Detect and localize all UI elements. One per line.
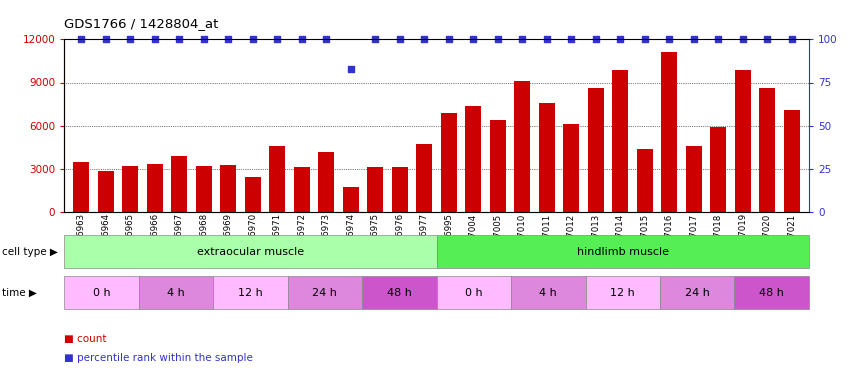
Bar	[270, 147, 285, 212]
Text: ■ count: ■ count	[64, 334, 107, 344]
Point	[540, 36, 554, 42]
Bar	[196, 166, 211, 212]
Bar	[563, 124, 580, 212]
Point	[197, 36, 211, 42]
Point	[491, 36, 505, 42]
Point	[589, 36, 603, 42]
Bar	[416, 144, 432, 212]
Bar	[74, 162, 89, 212]
Bar	[147, 164, 163, 212]
Bar	[367, 167, 383, 212]
Point	[785, 36, 799, 42]
Point	[344, 66, 358, 72]
Text: 4 h: 4 h	[167, 288, 185, 298]
Text: ■ percentile rank within the sample: ■ percentile rank within the sample	[64, 353, 253, 363]
Point	[638, 36, 651, 42]
Bar	[784, 110, 800, 212]
Point	[515, 36, 529, 42]
Point	[270, 36, 284, 42]
Point	[368, 36, 382, 42]
Bar	[318, 152, 335, 212]
Point	[173, 36, 187, 42]
Text: time ▶: time ▶	[2, 288, 37, 298]
Bar	[734, 70, 751, 212]
Point	[246, 36, 259, 42]
Text: 48 h: 48 h	[759, 288, 784, 298]
Point	[123, 36, 137, 42]
Text: 0 h: 0 h	[465, 288, 483, 298]
Point	[760, 36, 774, 42]
Point	[393, 36, 407, 42]
Bar	[686, 146, 702, 212]
Point	[148, 36, 162, 42]
Bar	[759, 88, 776, 212]
Text: cell type ▶: cell type ▶	[2, 247, 57, 256]
Text: GDS1766 / 1428804_at: GDS1766 / 1428804_at	[64, 17, 218, 30]
Bar	[171, 156, 187, 212]
Text: 24 h: 24 h	[312, 288, 337, 298]
Point	[711, 36, 725, 42]
Point	[687, 36, 700, 42]
Point	[663, 36, 676, 42]
Point	[319, 36, 333, 42]
Bar	[588, 88, 603, 212]
Text: hindlimb muscle: hindlimb muscle	[577, 247, 669, 256]
Bar	[514, 81, 530, 212]
Bar	[637, 148, 653, 212]
Bar	[441, 112, 457, 212]
Point	[442, 36, 455, 42]
Bar	[98, 171, 114, 212]
Text: 12 h: 12 h	[610, 288, 635, 298]
Bar	[343, 187, 359, 212]
Bar	[662, 53, 677, 212]
Text: extraocular muscle: extraocular muscle	[197, 247, 304, 256]
Bar	[220, 165, 236, 212]
Bar	[122, 166, 139, 212]
Text: 24 h: 24 h	[685, 288, 710, 298]
Point	[99, 36, 113, 42]
Point	[736, 36, 750, 42]
Bar	[490, 120, 506, 212]
Bar	[245, 177, 261, 212]
Bar	[294, 167, 310, 212]
Point	[74, 36, 88, 42]
Bar	[466, 105, 481, 212]
Bar	[710, 127, 726, 212]
Bar	[392, 167, 407, 212]
Point	[564, 36, 578, 42]
Text: 48 h: 48 h	[387, 288, 412, 298]
Text: 0 h: 0 h	[92, 288, 110, 298]
Bar	[538, 103, 555, 212]
Text: 12 h: 12 h	[238, 288, 263, 298]
Point	[614, 36, 627, 42]
Point	[467, 36, 480, 42]
Point	[222, 36, 235, 42]
Text: 4 h: 4 h	[539, 288, 557, 298]
Point	[418, 36, 431, 42]
Bar	[612, 70, 628, 212]
Point	[295, 36, 309, 42]
